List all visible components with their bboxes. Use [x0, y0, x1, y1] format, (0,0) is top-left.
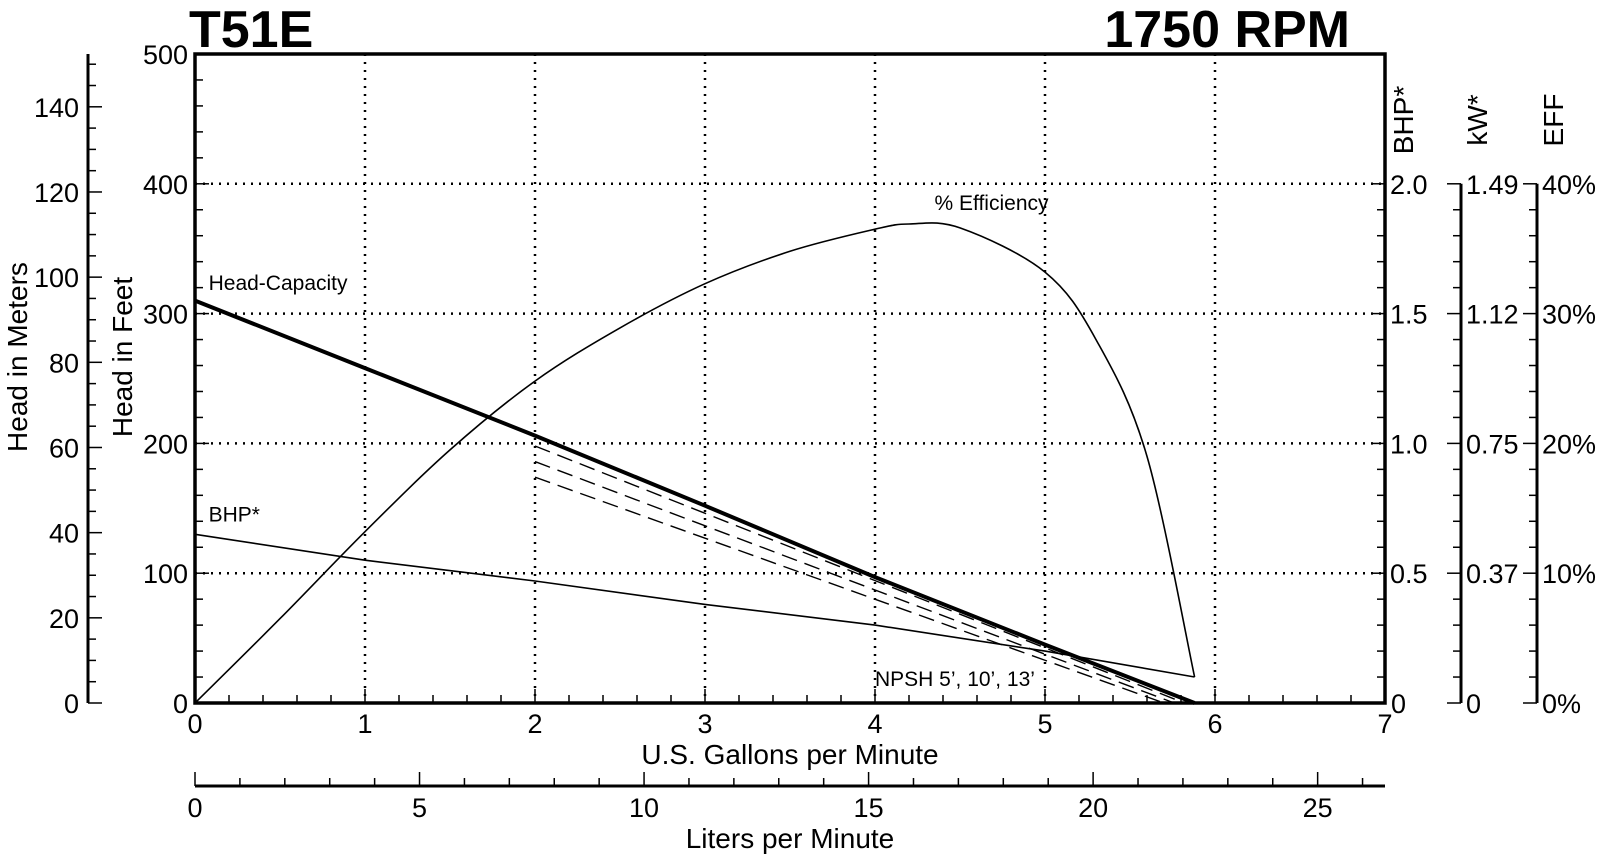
x-axis-label: U.S. Gallons per Minute — [641, 739, 938, 770]
right-tick-label: 20% — [1542, 429, 1596, 459]
meters-tick-label: 140 — [34, 93, 79, 123]
right-tick-label: 0.75 — [1466, 429, 1519, 459]
y-tick-label: 0 — [173, 689, 188, 719]
lpm-axis-label: Liters per Minute — [686, 823, 895, 854]
right-tick-label: 1.0 — [1390, 429, 1428, 459]
right-tick-label: 0.37 — [1466, 559, 1519, 589]
x-tick-label: 1 — [357, 709, 372, 739]
right-tick-label: 1.49 — [1466, 170, 1519, 200]
x-tick-label: 7 — [1377, 709, 1392, 739]
right-tick-label: 0 — [1466, 689, 1481, 719]
meters-tick-label: 80 — [49, 348, 79, 378]
y-tick-label: 300 — [143, 300, 188, 330]
x-tick-label: 6 — [1207, 709, 1222, 739]
plot-frame — [193, 52, 1387, 705]
right-tick-label: 1.12 — [1466, 300, 1519, 330]
meters-tick-label: 60 — [49, 433, 79, 463]
right-tick-label: 0 — [1391, 689, 1406, 719]
right-axis-label: kW* — [1462, 94, 1493, 145]
chart-speed: 1750 RPM — [1104, 1, 1350, 59]
series--efficiency — [194, 222, 1196, 704]
right-tick-label: 1.5 — [1390, 300, 1428, 330]
chart-title: T51E — [189, 1, 314, 59]
right-tick-label: 0% — [1542, 689, 1581, 719]
y-tick-label: 500 — [143, 40, 188, 70]
meters-tick-label: 100 — [34, 263, 79, 293]
meters-tick-label: 20 — [49, 604, 79, 634]
chart-curves — [194, 222, 1196, 705]
x-tick-label: 0 — [187, 709, 202, 739]
chart-grid — [195, 54, 1385, 703]
meters-tick-label: 40 — [49, 519, 79, 549]
chart-labels: 0 1 2 3 4 5 6 7 U.S. Gallons per Minute 0 5 10 15 20 2… — [2, 40, 1596, 854]
npsh-line — [534, 476, 1165, 704]
lpm-tick-label: 20 — [1078, 793, 1108, 823]
y-tick-label: 400 — [143, 170, 188, 200]
right-tick-label: 10% — [1542, 559, 1596, 589]
series-head-capacity — [194, 298, 1196, 705]
series-bhp — [194, 533, 1195, 678]
npsh-line — [534, 460, 1175, 704]
x-tick-label: 2 — [527, 709, 542, 739]
x-tick-label: 4 — [867, 709, 882, 739]
meters-tick-label: 0 — [64, 689, 79, 719]
x-tick-label: 3 — [697, 709, 712, 739]
y-tick-label: 100 — [143, 559, 188, 589]
lpm-tick-label: 0 — [187, 793, 202, 823]
bhp-label: BHP* — [209, 503, 260, 526]
right-tick-label: 2.0 — [1390, 170, 1428, 200]
lpm-tick-label: 15 — [854, 793, 884, 823]
meters-tick-label: 120 — [34, 178, 79, 208]
npsh-label: NPSH 5’, 10’, 13’ — [875, 668, 1035, 691]
lpm-tick-label: 25 — [1303, 793, 1333, 823]
meters-axis-label: Head in Meters — [2, 262, 33, 452]
npsh-line — [534, 445, 1185, 704]
x-tick-label: 5 — [1037, 709, 1052, 739]
right-tick-label: 40% — [1542, 170, 1596, 200]
chart-axes — [86, 52, 1539, 788]
head-capacity-label: Head-Capacity — [209, 272, 348, 295]
right-axis-label: EFF — [1538, 94, 1569, 147]
lpm-tick-label: 10 — [629, 793, 659, 823]
efficiency-label: % Efficiency — [935, 192, 1049, 215]
right-axis-label: BHP* — [1388, 86, 1419, 155]
y-tick-label: 200 — [143, 429, 188, 459]
y-axis-label: Head in Feet — [107, 277, 138, 438]
right-tick-label: 30% — [1542, 300, 1596, 330]
lpm-tick-label: 5 — [412, 793, 427, 823]
right-tick-label: 0.5 — [1390, 559, 1428, 589]
